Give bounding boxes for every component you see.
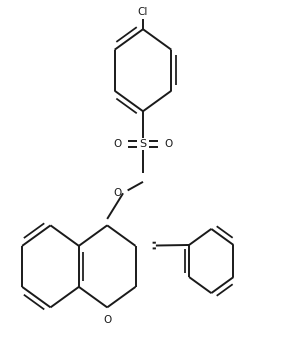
Text: O: O — [113, 139, 121, 149]
Text: O: O — [103, 315, 111, 325]
Text: O: O — [165, 139, 173, 149]
Text: O: O — [114, 188, 122, 198]
Text: Cl: Cl — [138, 8, 148, 18]
Text: S: S — [140, 139, 146, 149]
